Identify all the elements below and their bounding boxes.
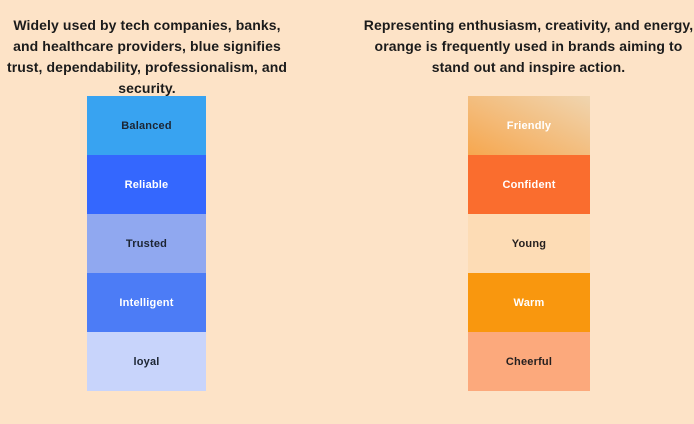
- swatch-young: Young: [468, 214, 590, 273]
- swatch-label: Cheerful: [505, 355, 553, 368]
- swatch-cheerful: Cheerful: [468, 332, 590, 391]
- swatch-friendly: Friendly: [468, 96, 590, 155]
- swatch-loyal: loyal: [87, 332, 206, 391]
- blue-swatch-stack: Balanced Reliable Trusted Intelligent lo…: [87, 96, 206, 391]
- swatch-label: Friendly: [506, 119, 552, 132]
- orange-description: Representing enthusiasm, creativity, and…: [363, 17, 694, 75]
- orange-swatch-stack: Friendly Confident Young Warm Cheerful: [468, 96, 590, 391]
- swatch-label: Trusted: [125, 237, 168, 250]
- swatch-label: Reliable: [124, 178, 169, 191]
- swatch-label: Balanced: [121, 119, 172, 132]
- swatch-reliable: Reliable: [87, 155, 206, 214]
- swatch-balanced: Balanced: [87, 96, 206, 155]
- swatch-trusted: Trusted: [87, 214, 206, 273]
- swatch-label: Young: [511, 237, 547, 250]
- swatch-label: loyal: [133, 355, 160, 368]
- swatch-warm: Warm: [468, 273, 590, 332]
- swatch-label: Confident: [502, 178, 556, 191]
- swatch-intelligent: Intelligent: [87, 273, 206, 332]
- swatch-confident: Confident: [468, 155, 590, 214]
- swatch-label: Intelligent: [119, 296, 174, 309]
- blue-description: Widely used by tech companies, banks, an…: [6, 17, 288, 96]
- swatch-label: Warm: [513, 296, 545, 309]
